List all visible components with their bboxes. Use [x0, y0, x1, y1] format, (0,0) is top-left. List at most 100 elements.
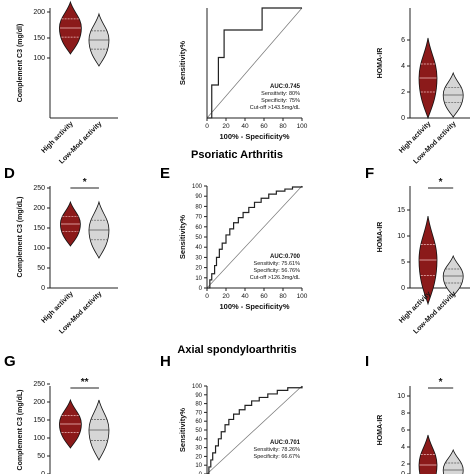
panel-5-x-label: 100% - Specificity%	[219, 302, 289, 311]
panel-letter-i: I	[365, 353, 369, 370]
panel-9-y-tick-label: 10	[397, 393, 405, 400]
panel-9-violin-low	[442, 448, 464, 474]
panel-2-x-label: 100% - Specificity%	[219, 132, 289, 141]
panel-2-x-tick-label: 60	[260, 123, 268, 130]
panel-8-roc-curve	[207, 386, 303, 474]
panel-2-annotation-line: Cut-off >143.5mg/dL	[250, 105, 300, 111]
panel-8-reference-line	[206, 385, 303, 474]
panel-5-reference-line	[206, 185, 303, 289]
panel-letter-d: D	[4, 165, 15, 182]
panel-8-y-tick-label: 20	[195, 454, 202, 460]
panel-8-y-tick-label: 10	[195, 463, 202, 469]
panel-3-y-label: HOMA-IR	[377, 48, 384, 79]
panel-5-x-tick-label: 40	[241, 293, 249, 300]
panel-5-y-tick-label: 100	[192, 184, 203, 190]
panel-2-annotation-line: Specificity: 75%	[261, 98, 300, 104]
panel-1-y-label: Complement C3 (mg/dl)	[17, 24, 24, 103]
panel-letter-e: E	[160, 165, 170, 182]
panel-2-x-tick-label: 40	[241, 123, 249, 130]
panel-2-x-tick-label: 80	[279, 123, 287, 130]
panel-letter-h: H	[160, 353, 171, 370]
panel-3-category-label: Low-Mod activity	[413, 120, 458, 165]
panel-5-y-tick-label: 20	[195, 266, 202, 272]
panel-1-y-tick-label: 200	[33, 9, 45, 16]
panel-8-annotation-line: Sensitivity: 78.26%	[254, 447, 301, 453]
panel-6-significance-label: *	[439, 177, 443, 188]
panel-9-y-tick-label: 0	[401, 471, 405, 474]
panel-5-x-tick-label: 100	[297, 293, 308, 300]
panel-9-y-tick-label: 2	[401, 461, 405, 468]
panel-6-y-tick-label: 15	[397, 207, 405, 214]
panel-6-y-label: HOMA-IR	[377, 222, 384, 253]
panel-2-y-label: Sensitivity%	[178, 41, 187, 86]
panel-5-x-tick-label: 60	[260, 293, 268, 300]
panel-5-y-tick-label: 70	[195, 215, 202, 221]
panel-3-y-tick-label: 0	[401, 115, 405, 122]
panel-6-category-label: Low-Mod activity	[413, 290, 458, 335]
panel-4-y-tick-label: 200	[33, 205, 45, 212]
panel-8-y-tick-label: 50	[195, 428, 202, 434]
panel-5-annotation-line: Sensitivity: 75.61%	[254, 261, 301, 267]
panel-1-y-tick-label: 150	[33, 35, 45, 42]
panel-7-y-tick-label: 50	[37, 453, 45, 460]
panel-4-y-tick-label: 50	[37, 265, 45, 272]
panel-4-significance-label: *	[83, 177, 87, 188]
panel-7-y-tick-label: 0	[41, 471, 45, 474]
panel-8-y-tick-label: 0	[199, 472, 203, 474]
panel-5-y-tick-label: 90	[195, 194, 202, 200]
panel-2-x-tick-label: 100	[297, 123, 308, 130]
panel-5-x-tick-label: 0	[205, 293, 209, 300]
panel-5-x-tick-label: 80	[279, 293, 287, 300]
panel-2-annotation-line: Sensitivity: 80%	[261, 91, 300, 97]
panel-7-y-tick-label: 250	[33, 381, 45, 388]
panel-8-annotation-line: AUC:0.701	[270, 440, 301, 446]
panel-3-y-tick-label: 2	[401, 89, 405, 96]
panel-8-y-tick-label: 90	[195, 393, 202, 399]
panel-8-y-tick-label: 100	[192, 384, 203, 390]
panel-5-y-tick-label: 50	[195, 235, 202, 241]
panel-8-y-label: Sensitivity%	[178, 408, 187, 453]
panel-2-reference-line	[206, 7, 303, 119]
panel-3-y-tick-label: 6	[401, 37, 405, 44]
panel-2-annotation-line: AUC:0.745	[270, 84, 301, 90]
panel-5-y-tick-label: 30	[195, 255, 202, 261]
section-title-axspa: Axial spondyloarthritis	[177, 344, 296, 356]
panel-9-y-tick-label: 6	[401, 427, 405, 434]
panel-4-y-tick-label: 250	[33, 185, 45, 192]
panel-8-y-tick-label: 40	[195, 437, 202, 443]
panel-1-y-tick-label: 100	[33, 55, 45, 62]
panel-4-y-tick-label: 100	[33, 245, 45, 252]
panel-5-y-tick-label: 10	[195, 276, 202, 282]
panel-4-y-tick-label: 0	[41, 285, 45, 292]
panel-5-roc-curve	[207, 186, 303, 289]
section-title-psa: Psoriatic Arthritis	[191, 149, 283, 161]
panel-7-y-tick-label: 200	[33, 399, 45, 406]
panel-8-y-tick-label: 30	[195, 446, 202, 452]
panel-letter-f: F	[365, 165, 374, 182]
panel-5-annotation-line: Cut-off >126.3mg/dL	[250, 275, 300, 281]
panel-6-y-tick-label: 0	[401, 285, 405, 292]
panel-5-y-label: Sensitivity%	[178, 215, 187, 260]
panel-9-y-tick-label: 4	[401, 444, 405, 451]
panel-5-y-tick-label: 0	[199, 286, 203, 292]
panel-9-y-label: HOMA-IR	[377, 415, 384, 446]
panel-5-x-tick-label: 20	[222, 293, 230, 300]
panel-7-significance-label: **	[81, 377, 89, 388]
panel-8-y-tick-label: 60	[195, 419, 202, 425]
panel-5-y-tick-label: 60	[195, 225, 202, 231]
panel-2-x-tick-label: 20	[222, 123, 230, 130]
panel-5-annotation-line: Specificity: 56.76%	[254, 268, 301, 274]
panel-4-y-tick-label: 150	[33, 225, 45, 232]
panel-letter-g: G	[4, 353, 16, 370]
panel-9-y-tick-label: 8	[401, 410, 405, 417]
panel-5-y-tick-label: 40	[195, 245, 202, 251]
panel-3-y-tick-label: 4	[401, 63, 405, 70]
panel-2-roc-curve	[207, 7, 302, 119]
panel-5-y-tick-label: 80	[195, 204, 202, 210]
panel-7-y-tick-label: 150	[33, 417, 45, 424]
panel-7-y-label: Complement C3 (mg/dL)	[17, 390, 24, 471]
panel-6-y-tick-label: 5	[401, 259, 405, 266]
panel-9-significance-label: *	[439, 377, 443, 388]
